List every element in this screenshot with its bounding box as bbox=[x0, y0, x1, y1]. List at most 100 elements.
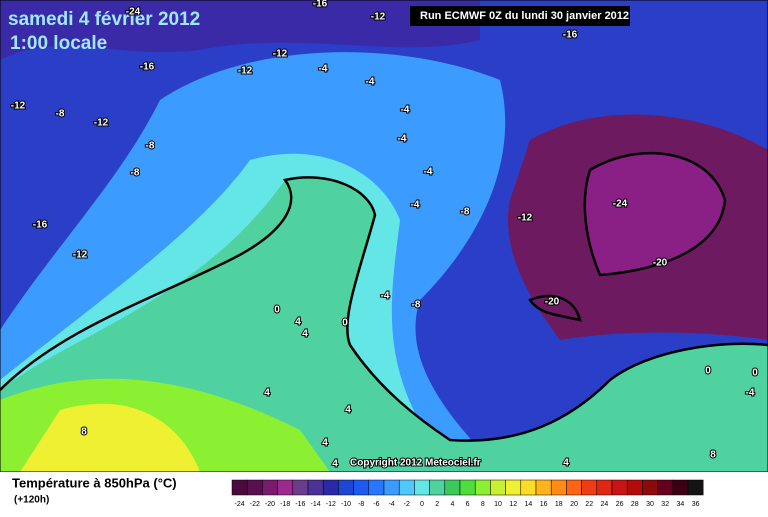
legend-tick-label: -4 bbox=[388, 501, 394, 508]
legend-swatch bbox=[611, 479, 628, 496]
contour-label: -4 bbox=[319, 64, 328, 75]
contour-label: -12 bbox=[371, 12, 386, 23]
legend-tick-label: 16 bbox=[540, 501, 548, 508]
legend-tick-label: 8 bbox=[481, 501, 485, 508]
legend-tick-label: -12 bbox=[326, 501, 336, 508]
contour-label: 4 bbox=[563, 458, 569, 469]
legend-swatch bbox=[277, 479, 294, 496]
legend-swatch bbox=[338, 479, 354, 496]
legend-tick-label: 4 bbox=[450, 501, 454, 508]
contour-label: 0 bbox=[274, 305, 280, 316]
legend-swatch bbox=[368, 479, 385, 496]
contour-label: -8 bbox=[131, 168, 140, 179]
contour-label: -8 bbox=[146, 141, 155, 152]
legend-swatch bbox=[642, 479, 658, 496]
contour-label: 0 bbox=[752, 368, 758, 379]
legend-swatch bbox=[307, 479, 324, 496]
contour-label: -24 bbox=[613, 199, 628, 210]
legend-swatch bbox=[353, 479, 370, 496]
contour-label: -4 bbox=[424, 167, 433, 178]
legend-swatch bbox=[414, 479, 430, 496]
legend-tick-label: 2 bbox=[435, 501, 439, 508]
contour-label: -12 bbox=[73, 250, 88, 261]
legend-tick-label: -22 bbox=[250, 501, 260, 508]
legend-tick-label: 26 bbox=[616, 501, 624, 508]
legend-tick-label: -20 bbox=[265, 501, 275, 508]
contour-label: -4 bbox=[381, 291, 390, 302]
contour-label: -4 bbox=[398, 134, 407, 145]
legend-tick-label: 30 bbox=[646, 501, 654, 508]
contour-label: 4 bbox=[295, 317, 301, 328]
contour-label: -12 bbox=[94, 118, 109, 129]
contour-label: 4 bbox=[264, 388, 270, 399]
legend-tick-label: 12 bbox=[509, 501, 517, 508]
legend-tick-label: -10 bbox=[341, 501, 351, 508]
contour-label: -8 bbox=[56, 109, 65, 120]
contour-label: 4 bbox=[302, 329, 308, 340]
legend-swatch bbox=[322, 479, 339, 496]
map-background bbox=[0, 0, 768, 473]
legend-swatch bbox=[459, 479, 476, 496]
legend-swatch bbox=[657, 479, 674, 496]
legend-swatch bbox=[535, 479, 552, 496]
contour-label: -20 bbox=[653, 258, 668, 269]
contour-label: -4 bbox=[411, 200, 420, 211]
legend-tick-label: -14 bbox=[311, 501, 321, 508]
contour-label: 8 bbox=[710, 450, 716, 461]
copyright: Copyright 2012 Meteociel.fr bbox=[350, 458, 481, 469]
contour-label: 0 bbox=[705, 366, 711, 377]
legend-tick-label: 18 bbox=[555, 501, 563, 508]
legend-swatch bbox=[505, 479, 522, 496]
legend-tick-label: 20 bbox=[570, 501, 578, 508]
legend-tick-label: 24 bbox=[601, 501, 609, 508]
legend-title: Température à 850hPa (°C) bbox=[12, 475, 177, 490]
map-date: samedi 4 février 2012 bbox=[8, 9, 200, 30]
legend-swatch bbox=[581, 479, 598, 496]
legend-swatch bbox=[383, 479, 400, 496]
legend-tick-label: -6 bbox=[373, 501, 379, 508]
legend-tick-label: -8 bbox=[358, 501, 364, 508]
legend-tick-label: 10 bbox=[494, 501, 502, 508]
legend-swatch bbox=[429, 479, 446, 496]
contour-label: -12 bbox=[518, 213, 533, 224]
contour-label: 0 bbox=[342, 318, 348, 329]
isotherms bbox=[0, 151, 768, 442]
legend-swatch bbox=[687, 479, 704, 496]
contour-label: 4 bbox=[332, 459, 338, 470]
contour-label: 8 bbox=[81, 427, 87, 438]
legend-swatch bbox=[566, 479, 582, 496]
legend-swatch bbox=[550, 479, 567, 496]
legend-tick-label: -24 bbox=[235, 501, 245, 508]
contour-label: -16 bbox=[313, 0, 328, 10]
contour-label: -8 bbox=[412, 300, 421, 311]
legend-tick-label: 6 bbox=[466, 501, 470, 508]
legend-swatch bbox=[444, 479, 461, 496]
legend-tick-label: 0 bbox=[420, 501, 424, 508]
legend-tick-label: 34 bbox=[677, 501, 685, 508]
legend-tick-label: 14 bbox=[525, 501, 533, 508]
legend-swatch bbox=[262, 479, 278, 496]
contour-label: -4 bbox=[401, 105, 410, 116]
contour-label: -8 bbox=[461, 207, 470, 218]
contour-label: -24 bbox=[126, 7, 141, 18]
legend-swatch bbox=[292, 479, 309, 496]
contour-label: -12 bbox=[238, 66, 253, 77]
legend-swatch bbox=[672, 479, 689, 496]
contour-label: -12 bbox=[11, 101, 26, 112]
contour-label: 4 bbox=[322, 438, 328, 449]
contour-label: -4 bbox=[366, 77, 375, 88]
run-box bbox=[410, 6, 630, 26]
legend-swatch bbox=[520, 479, 537, 496]
legend-tick-label: 32 bbox=[661, 501, 669, 508]
legend-subtitle: (+120h) bbox=[14, 495, 49, 506]
contour-label: -20 bbox=[545, 297, 560, 308]
legend-swatch bbox=[474, 479, 491, 496]
legend-tick-label: 28 bbox=[631, 501, 639, 508]
legend-tick-label: 22 bbox=[585, 501, 593, 508]
legend-tick-label: -18 bbox=[280, 501, 290, 508]
contour-label: 4 bbox=[345, 405, 351, 416]
legend-tick-label: -2 bbox=[404, 501, 410, 508]
legend-swatch bbox=[246, 479, 263, 496]
